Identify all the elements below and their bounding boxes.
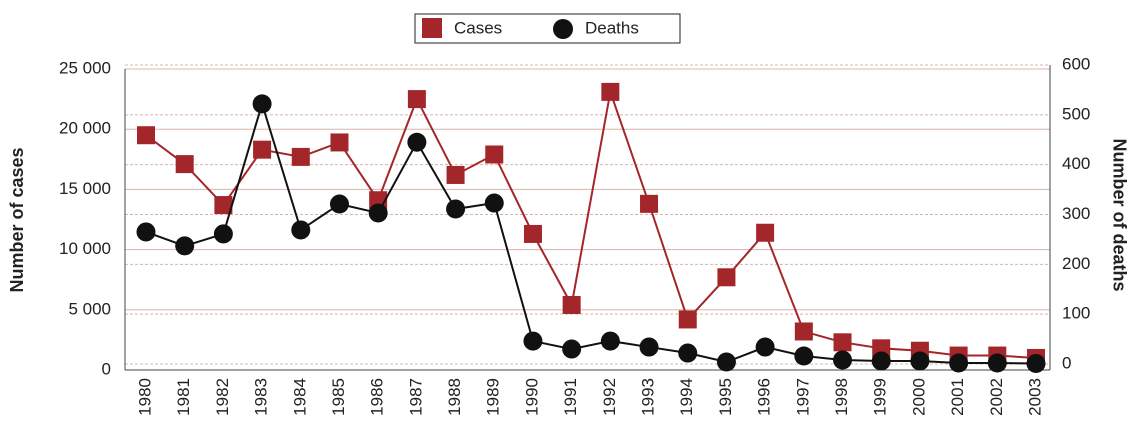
marker (794, 346, 814, 366)
marker (368, 203, 388, 223)
x-tick-label: 1981 (174, 378, 193, 416)
marker (755, 337, 775, 357)
x-tick-label: 1987 (406, 378, 425, 416)
x-tick-label: 2003 (1025, 378, 1044, 416)
y-tick-label: 20 000 (59, 119, 111, 138)
marker (639, 337, 659, 357)
x-tick-label: 1998 (832, 378, 851, 416)
marker (213, 224, 233, 244)
series-line (145, 87, 1037, 359)
marker (329, 194, 349, 214)
marker (253, 140, 272, 159)
y-tick-label: 10 000 (59, 239, 111, 258)
y2-tick-label: 200 (1062, 254, 1090, 273)
y2-axis-label: Number of deaths (1109, 138, 1129, 291)
marker (910, 351, 930, 371)
marker (716, 352, 736, 372)
x-tick-label: 1984 (290, 378, 309, 416)
marker (678, 310, 697, 329)
marker (600, 331, 620, 351)
y-tick-label: 5 000 (68, 299, 111, 318)
marker (446, 199, 466, 219)
legend-label: Deaths (585, 18, 639, 37)
marker (330, 133, 349, 152)
marker (407, 132, 427, 152)
x-tick-label: 2002 (987, 378, 1006, 416)
marker (291, 220, 311, 240)
y-axis-label: Number of cases (7, 147, 27, 292)
series-line (145, 100, 1037, 365)
x-tick-label: 2000 (909, 378, 928, 416)
marker (175, 236, 195, 256)
x-tick-label: 1985 (329, 378, 348, 416)
marker (137, 126, 155, 145)
legend-marker (553, 19, 573, 39)
x-tick-label: 1991 (561, 378, 580, 416)
marker (523, 331, 543, 351)
x-tick-label: 1994 (677, 378, 696, 416)
marker (871, 351, 891, 371)
y-tick-label: 15 000 (59, 179, 111, 198)
x-tick-label: 1995 (716, 378, 735, 416)
y2-tick-label: 500 (1062, 104, 1090, 123)
x-tick-label: 1997 (793, 378, 812, 416)
x-tick-label: 1980 (135, 378, 154, 416)
marker (949, 353, 969, 373)
marker (1026, 354, 1046, 374)
x-tick-label: 1989 (484, 378, 503, 416)
legend-label: Cases (454, 18, 502, 37)
y-tick-label: 0 (102, 359, 111, 378)
marker (756, 223, 775, 242)
x-tick-label: 1993 (639, 378, 658, 416)
marker (987, 353, 1007, 373)
y2-tick-label: 300 (1062, 204, 1090, 223)
x-tick-label: 1996 (755, 378, 774, 416)
x-tick-label: 1990 (522, 378, 541, 416)
x-tick-label: 2001 (948, 378, 967, 416)
marker (833, 350, 853, 370)
x-tick-label: 1992 (600, 378, 619, 416)
x-tick-label: 1988 (445, 378, 464, 416)
y2-tick-label: 400 (1062, 154, 1090, 173)
marker (136, 222, 156, 242)
marker (485, 145, 504, 164)
y-tick-label: 25 000 (59, 58, 111, 77)
marker (214, 196, 233, 215)
legend-marker (422, 18, 442, 38)
marker (601, 82, 620, 101)
marker (252, 94, 272, 114)
marker (562, 295, 581, 314)
x-tick-label: 1999 (871, 378, 890, 416)
y2-tick-label: 100 (1062, 304, 1090, 323)
marker (175, 155, 194, 174)
marker (523, 224, 542, 243)
y2-tick-label: 0 (1062, 353, 1071, 372)
y2-tick-label: 600 (1062, 54, 1090, 73)
x-tick-label: 1982 (213, 378, 232, 416)
legend-box (414, 13, 681, 44)
marker (640, 194, 659, 213)
marker (291, 147, 310, 166)
marker (446, 165, 465, 184)
marker (484, 193, 504, 213)
marker (407, 90, 426, 109)
marker (833, 333, 852, 352)
x-tick-label: 1986 (368, 378, 387, 416)
marker (562, 339, 582, 359)
marker (678, 343, 698, 363)
x-tick-label: 1983 (252, 378, 271, 416)
marker (794, 322, 813, 341)
marker (717, 268, 736, 287)
